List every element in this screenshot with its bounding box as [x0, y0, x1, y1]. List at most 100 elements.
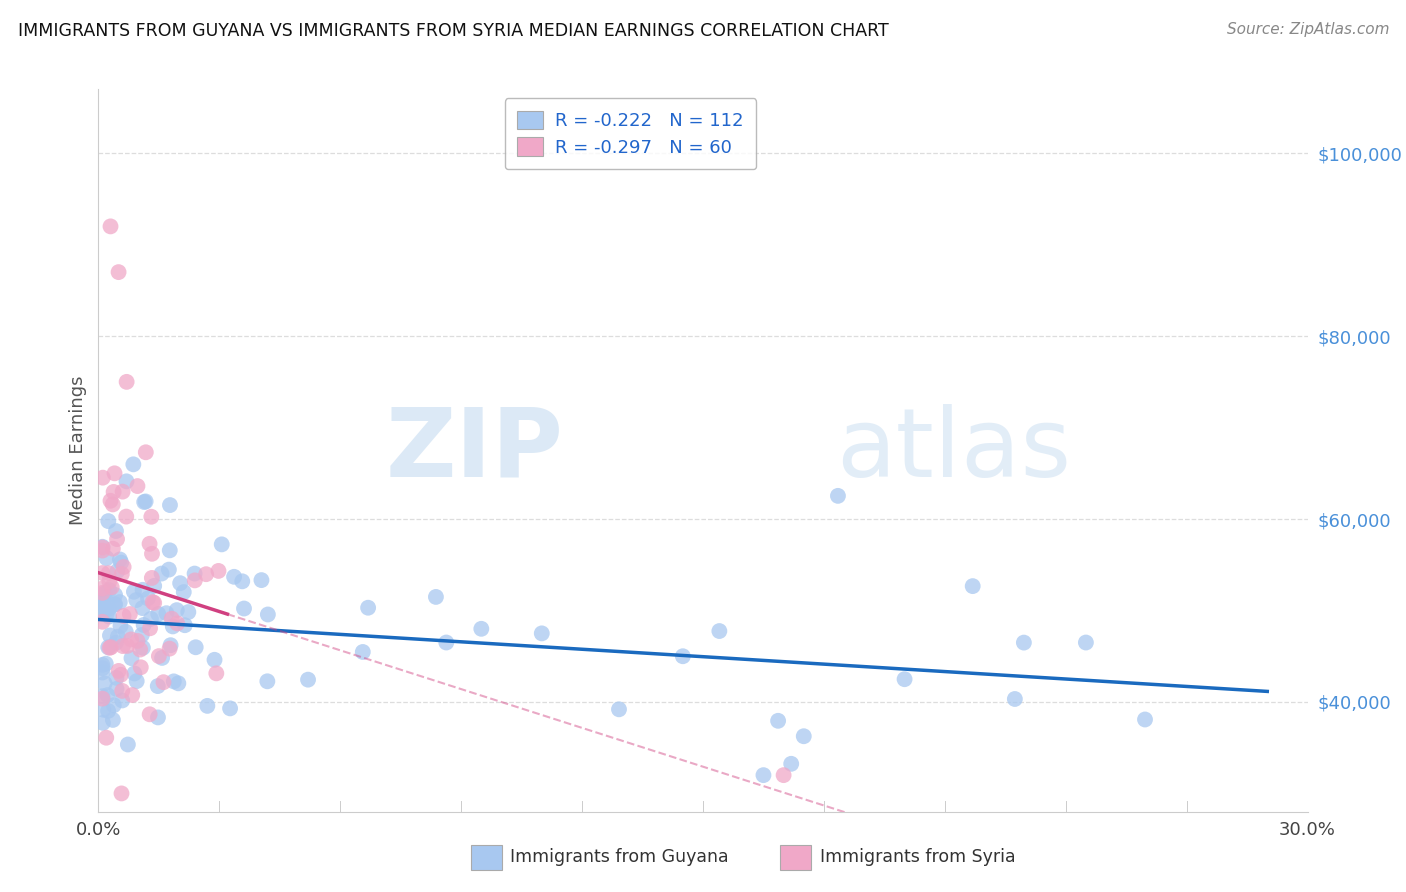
Point	[124, 666, 146, 681]
Point	[222, 570, 245, 584]
Text: Immigrants from Syria: Immigrants from Syria	[820, 848, 1015, 866]
Point	[91, 582, 114, 596]
Point	[100, 493, 122, 508]
Point	[97, 704, 120, 718]
Point	[115, 639, 138, 653]
Point	[103, 484, 125, 499]
Point	[159, 638, 181, 652]
Point	[121, 651, 143, 665]
Point	[91, 541, 114, 555]
Point	[184, 640, 207, 655]
Point	[138, 537, 160, 551]
Point	[425, 590, 447, 604]
Point	[135, 445, 157, 459]
Point	[112, 560, 135, 574]
Point	[672, 649, 695, 664]
Point	[91, 615, 114, 629]
Point	[470, 622, 492, 636]
Point	[136, 591, 159, 606]
Point	[129, 660, 152, 674]
Point	[184, 574, 207, 588]
Point	[141, 509, 163, 524]
Point	[173, 618, 195, 632]
Text: IMMIGRANTS FROM GUYANA VS IMMIGRANTS FROM SYRIA MEDIAN EARNINGS CORRELATION CHAR: IMMIGRANTS FROM GUYANA VS IMMIGRANTS FRO…	[18, 22, 889, 40]
Point	[207, 564, 229, 578]
Point	[91, 593, 114, 607]
Point	[91, 594, 114, 608]
Point	[132, 640, 155, 655]
Point	[152, 675, 174, 690]
Point	[122, 584, 145, 599]
Point	[150, 651, 173, 665]
Point	[159, 543, 181, 558]
Point	[104, 597, 127, 611]
Point	[110, 556, 132, 570]
Point	[134, 495, 156, 509]
Point	[100, 580, 122, 594]
Point	[141, 571, 163, 585]
Point	[91, 594, 114, 608]
Point	[101, 713, 124, 727]
Point	[108, 595, 131, 609]
Point	[115, 375, 138, 389]
Point	[148, 649, 170, 664]
Point	[752, 768, 775, 782]
Point	[139, 621, 162, 635]
Point	[105, 681, 128, 696]
Point	[104, 524, 127, 538]
Point	[357, 600, 380, 615]
Point	[131, 601, 153, 615]
Point	[91, 607, 114, 621]
Point	[231, 574, 253, 589]
Point	[607, 702, 630, 716]
Point	[893, 672, 915, 686]
Point	[167, 676, 190, 690]
Point	[352, 645, 374, 659]
Point	[709, 624, 731, 638]
Point	[96, 551, 118, 566]
Point	[105, 532, 128, 546]
Point	[98, 640, 121, 655]
Point	[91, 689, 114, 703]
Point	[98, 609, 121, 624]
Point	[211, 537, 233, 551]
Point	[169, 576, 191, 591]
Point	[233, 601, 256, 615]
Point	[97, 514, 120, 528]
Point	[166, 603, 188, 617]
Point	[115, 475, 138, 489]
Point	[160, 612, 183, 626]
Point	[159, 498, 181, 512]
Point	[111, 684, 134, 698]
Point	[93, 703, 115, 717]
Point	[96, 731, 118, 745]
Point	[111, 693, 134, 707]
Point	[91, 596, 114, 610]
Point	[98, 582, 121, 597]
Point	[104, 588, 127, 602]
Text: atlas: atlas	[837, 404, 1071, 497]
Point	[257, 607, 280, 622]
Point	[827, 489, 849, 503]
Point	[118, 607, 141, 621]
Point	[111, 484, 134, 499]
Y-axis label: Median Earnings: Median Earnings	[69, 376, 87, 525]
Point	[162, 619, 184, 633]
Point	[131, 582, 153, 597]
Point	[115, 509, 138, 524]
Point	[1133, 713, 1156, 727]
Point	[138, 707, 160, 722]
Point	[143, 579, 166, 593]
Point	[91, 715, 114, 730]
Point	[114, 624, 136, 639]
Point	[146, 679, 169, 693]
Point	[530, 626, 553, 640]
Point	[105, 671, 128, 685]
Point	[107, 664, 129, 678]
Point	[110, 786, 132, 800]
Legend: R = -0.222   N = 112, R = -0.297   N = 60: R = -0.222 N = 112, R = -0.297 N = 60	[505, 98, 756, 169]
Point	[205, 666, 228, 681]
Point	[111, 639, 134, 653]
Point	[159, 641, 181, 656]
Point	[101, 541, 124, 556]
